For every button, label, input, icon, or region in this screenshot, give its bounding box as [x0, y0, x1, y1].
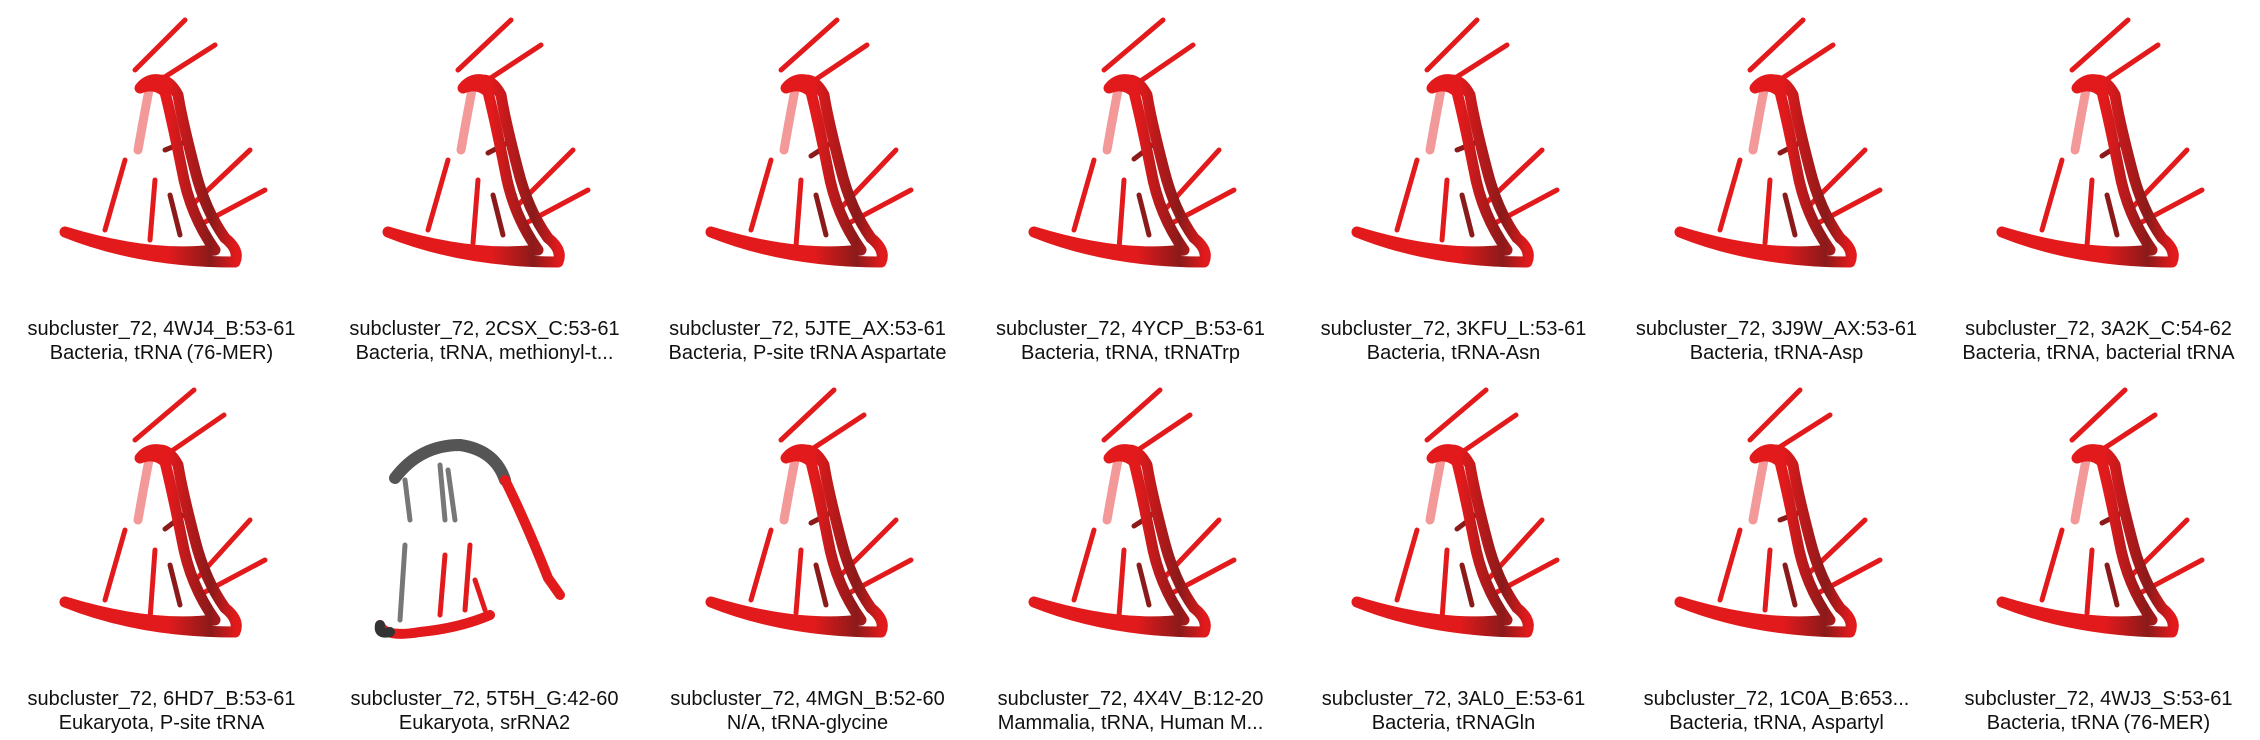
structure-title: subcluster_72, 3J9W_AX:53-61 [1635, 318, 1918, 340]
structure-subtitle: Mammalia, tRNA, Human M... [997, 712, 1264, 734]
structure-subtitle: Eukaryota, P-site tRNA [58, 712, 265, 734]
structure-title: subcluster_72, 6HD7_B:53-61 [27, 688, 296, 710]
rna-backbone-cartoon [382, 17, 591, 268]
structure-title: subcluster_72, 2CSX_C:53-61 [349, 318, 620, 340]
structure-card: subcluster_72, 3KFU_L:53-61 Bacteria, tR… [1292, 0, 1615, 370]
rna-backbone-cartoon [705, 17, 914, 268]
structure-title: subcluster_72, 1C0A_B:653... [1643, 688, 1910, 710]
structure-title: subcluster_72, 4YCP_B:53-61 [995, 318, 1266, 340]
rna-structure-render [323, 0, 646, 310]
gallery-row-2: subcluster_72, 6HD7_B:53-61 Eukaryota, P… [0, 370, 2260, 740]
structure-subtitle: Bacteria, tRNA, Aspartyl [1669, 712, 1884, 734]
rna-structure-render [1615, 0, 1938, 310]
structure-subtitle: Bacteria, tRNAGln [1371, 712, 1536, 734]
rna-backbone-cartoon [1674, 387, 1883, 638]
rna-backbone-cartoon [1028, 17, 1237, 268]
rna-structure-render [1292, 370, 1615, 680]
structure-subtitle: Bacteria, P-site tRNA Aspartate [668, 342, 947, 364]
rna-backbone-cartoon [1996, 17, 2205, 268]
structure-subtitle: Bacteria, tRNA, methionyl-t... [355, 342, 614, 364]
structure-card: subcluster_72, 3AL0_E:53-61 Bacteria, tR… [1292, 370, 1615, 740]
rna-structure-render [1292, 0, 1615, 310]
rna-backbone-cartoon [1351, 17, 1560, 268]
rna-backbone-cartoon [59, 17, 268, 268]
structure-title: subcluster_72, 3AL0_E:53-61 [1321, 688, 1586, 710]
structure-title: subcluster_72, 4MGN_B:52-60 [670, 688, 945, 710]
structure-title: subcluster_72, 5JTE_AX:53-61 [669, 318, 946, 340]
structure-subtitle: Bacteria, tRNA-Asp [1689, 342, 1864, 364]
rna-backbone-cartoon [1028, 387, 1237, 638]
structure-card: subcluster_72, 5JTE_AX:53-61 Bacteria, P… [646, 0, 969, 370]
structure-card: subcluster_72, 5T5H_G:42-60 Eukaryota, s… [323, 370, 646, 740]
rna-structure-render [1937, 0, 2260, 310]
rna-structure-render [1615, 370, 1938, 680]
rna-structure-render [646, 0, 969, 310]
structure-title: subcluster_72, 3A2K_C:54-62 [1965, 318, 2232, 340]
structure-card: subcluster_72, 4WJ3_S:53-61 Bacteria, tR… [1937, 370, 2260, 740]
structure-subtitle: Bacteria, tRNA, tRNATrp [1021, 342, 1240, 364]
structure-card: subcluster_72, 4YCP_B:53-61 Bacteria, tR… [969, 0, 1292, 370]
structure-subtitle: N/A, tRNA-glycine [726, 712, 889, 734]
rna-structure-render [646, 370, 969, 680]
rna-backbone-cartoon [59, 387, 268, 638]
rna-structure-render [323, 370, 646, 680]
structure-card: subcluster_72, 2CSX_C:53-61 Bacteria, tR… [323, 0, 646, 370]
structure-subtitle: Bacteria, tRNA (76-MER) [1986, 712, 2211, 734]
rna-backbone-cartoon [705, 387, 914, 638]
rna-structure-render [969, 0, 1292, 310]
structure-title: subcluster_72, 5T5H_G:42-60 [350, 688, 619, 710]
rna-backbone-cartoon [1674, 17, 1883, 268]
rna-structure-render [969, 370, 1292, 680]
structure-subtitle: Bacteria, tRNA (76-MER) [49, 342, 274, 364]
structure-card: subcluster_72, 6HD7_B:53-61 Eukaryota, P… [0, 370, 323, 740]
structure-card: subcluster_72, 1C0A_B:653... Bacteria, t… [1615, 370, 1938, 740]
structure-subtitle: Bacteria, tRNA-Asn [1366, 342, 1541, 364]
structure-card: subcluster_72, 3A2K_C:54-62 Bacteria, tR… [1937, 0, 2260, 370]
structure-title: subcluster_72, 4WJ3_S:53-61 [1964, 688, 2233, 710]
rna-backbone-cartoon [1351, 387, 1560, 638]
structure-title: subcluster_72, 4X4V_B:12-20 [997, 688, 1264, 710]
rna-structure-render [0, 370, 323, 680]
structure-subtitle: Eukaryota, srRNA2 [398, 712, 571, 734]
structure-card: subcluster_72, 3J9W_AX:53-61 Bacteria, t… [1615, 0, 1938, 370]
rna-backbone-cartoon [1996, 387, 2205, 638]
structure-card: subcluster_72, 4MGN_B:52-60 N/A, tRNA-gl… [646, 370, 969, 740]
gallery-row-1: subcluster_72, 4WJ4_B:53-61 Bacteria, tR… [0, 0, 2260, 370]
rna-structure-render [0, 0, 323, 310]
structure-title: subcluster_72, 4WJ4_B:53-61 [27, 318, 296, 340]
structure-card: subcluster_72, 4X4V_B:12-20 Mammalia, tR… [969, 370, 1292, 740]
rna-backbone-cartoon [374, 438, 565, 639]
structure-title: subcluster_72, 3KFU_L:53-61 [1320, 318, 1587, 340]
rna-structure-render [1937, 370, 2260, 680]
structure-card: subcluster_72, 4WJ4_B:53-61 Bacteria, tR… [0, 0, 323, 370]
structure-subtitle: Bacteria, tRNA, bacterial tRNA [1962, 342, 2235, 364]
